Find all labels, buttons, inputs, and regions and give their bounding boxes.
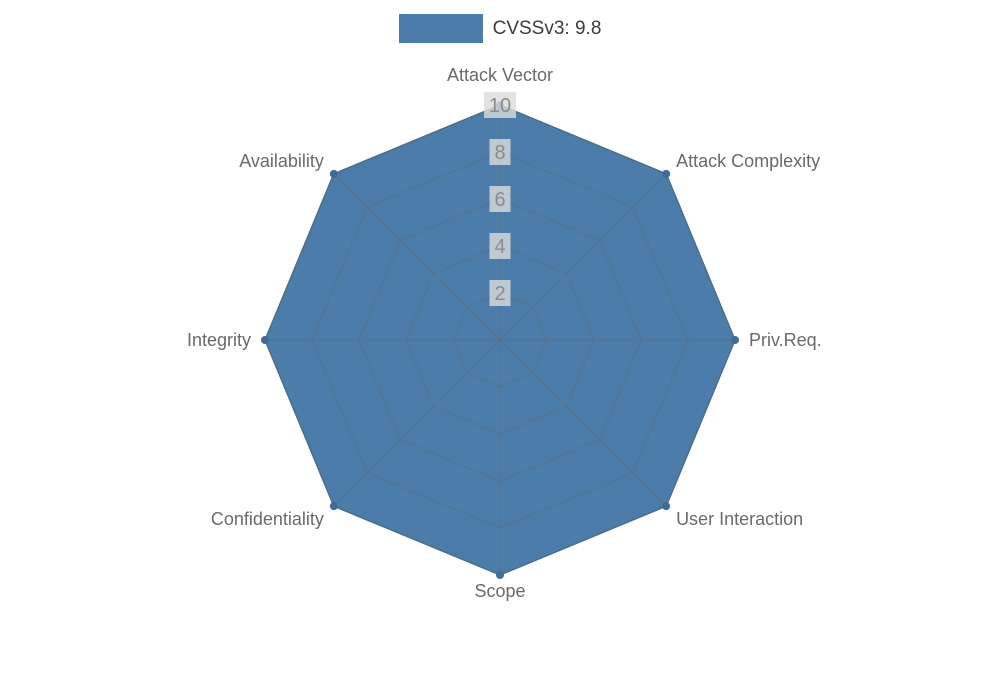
data-point <box>261 336 269 344</box>
grid-ring <box>358 198 642 482</box>
axis-label-availability: Availability <box>239 151 324 171</box>
tick-label-bg <box>484 92 516 118</box>
grid-spoke <box>499 173 667 341</box>
legend: CVSSv3: 9.8 <box>0 14 1000 43</box>
axis-label-priv-req-: Priv.Req. <box>749 330 822 350</box>
grid-ring <box>311 151 689 529</box>
grid-ring <box>452 292 548 388</box>
grid-spoke <box>333 339 501 507</box>
tick-label-bg <box>489 186 511 212</box>
legend-swatch <box>398 14 483 43</box>
grid-spoke <box>333 173 501 341</box>
grid-ring <box>405 245 595 435</box>
tick-label: 2 <box>494 283 505 305</box>
axis-label-integrity: Integrity <box>187 330 251 350</box>
data-point <box>662 169 671 178</box>
tick-label: 4 <box>494 236 505 258</box>
axis-label-attack-vector: Attack Vector <box>447 65 553 85</box>
axis-label-confidentiality: Confidentiality <box>211 509 324 529</box>
data-point <box>329 169 338 178</box>
axis-label-user-interaction: User Interaction <box>676 509 803 529</box>
data-point <box>496 571 504 579</box>
tick-label-bg <box>489 280 511 306</box>
tick-label-bg <box>489 139 511 165</box>
axis-label-attack-complexity: Attack Complexity <box>676 151 820 171</box>
tick-label: 10 <box>489 95 511 117</box>
grid-spoke <box>499 339 667 507</box>
data-point <box>329 502 338 511</box>
tick-label-bg <box>489 233 511 259</box>
legend-label: CVSSv3: 9.8 <box>492 17 602 39</box>
axis-label-scope: Scope <box>474 581 525 601</box>
data-point <box>662 502 671 511</box>
tick-label: 8 <box>494 142 505 164</box>
data-point <box>731 336 739 344</box>
tick-label: 6 <box>494 189 505 211</box>
